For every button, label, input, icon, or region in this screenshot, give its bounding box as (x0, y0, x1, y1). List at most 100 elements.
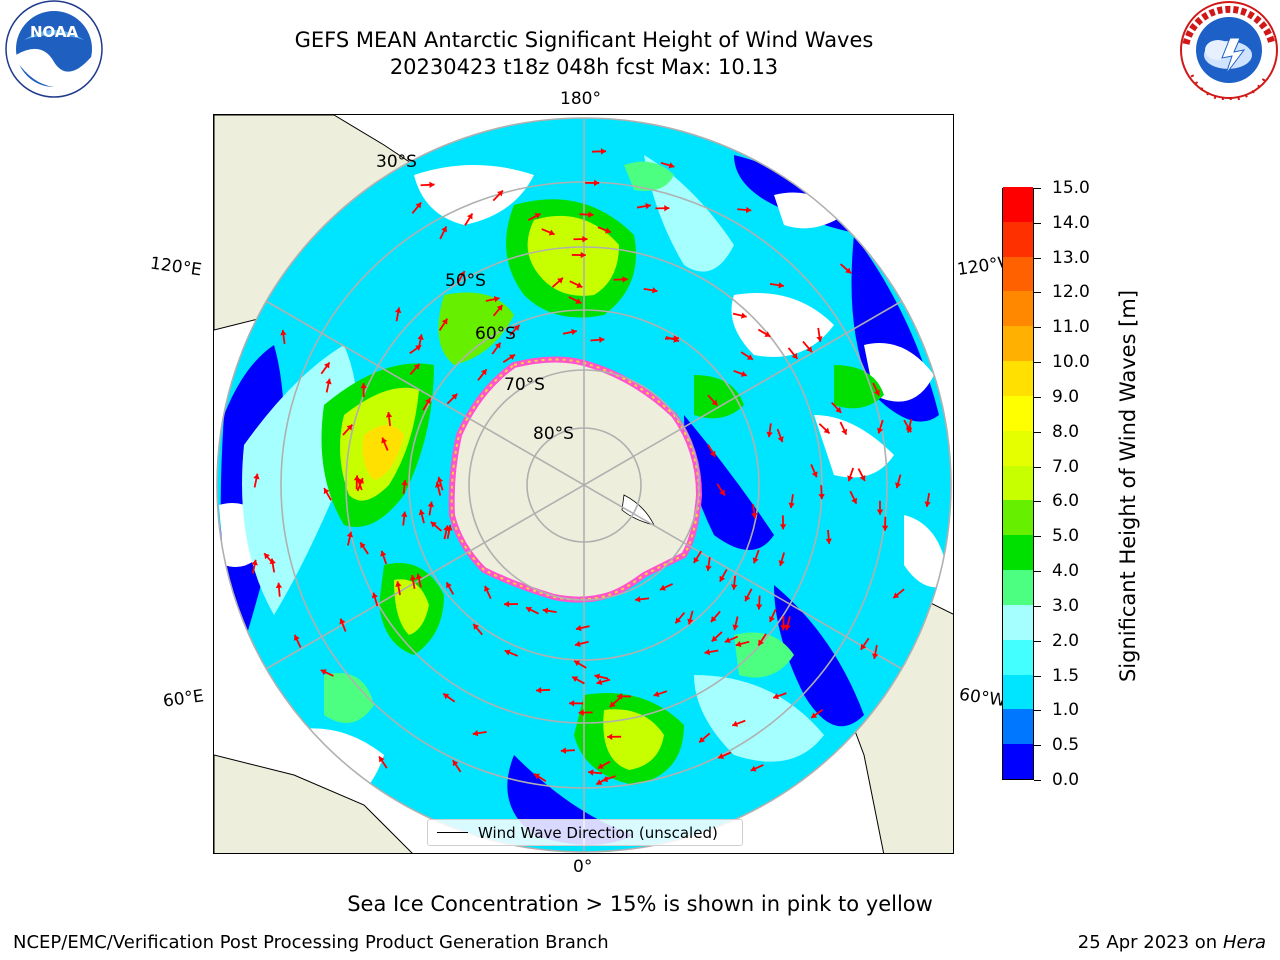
wave-direction-arrowhead (582, 235, 588, 243)
wave-direction-arrowhead (602, 776, 609, 783)
lon-label-60e: 60°E (161, 686, 206, 712)
colorbar-tick-label: 6.0 (1052, 491, 1080, 512)
lon-label-120e: 120°E (148, 253, 203, 281)
colorbar-segment (1003, 256, 1033, 292)
wave-direction-arrowhead (339, 618, 346, 625)
wave-direction-arrowhead (893, 592, 900, 599)
wave-direction-arrowhead (811, 471, 818, 478)
wave-direction-arrowhead (494, 342, 501, 349)
wave-direction-arrowhead (779, 524, 787, 530)
colorbar-segment (1003, 221, 1033, 257)
colorbar (1002, 186, 1034, 780)
wave-direction-arrowhead (413, 363, 420, 370)
wave-direction-arrowhead (497, 190, 503, 197)
wave-direction-arrowhead (576, 282, 583, 288)
wave-direction-arrowhead (264, 553, 270, 560)
wave-direction-arrowhead (427, 501, 435, 508)
wave-direction-arrowhead (323, 488, 330, 495)
wave-direction-arrowhead (526, 606, 532, 613)
colorbar-title: Significant Height of Wind Waves [m] (1116, 289, 1140, 683)
wave-direction-arrowhead (434, 481, 442, 488)
wave-direction-arrowhead (594, 179, 600, 187)
wave-direction-arrowhead (401, 511, 408, 518)
wave-direction-arrowhead (446, 582, 452, 589)
colorbar-segment (1003, 186, 1033, 222)
colorbar-tick-label: 8.0 (1052, 421, 1080, 442)
wave-direction-arrowhead (557, 277, 563, 284)
wave-direction-arrowhead (425, 398, 431, 405)
colorbar-segment (1003, 708, 1033, 745)
wave-direction-arrowhead (346, 424, 353, 431)
wave-direction-arrowhead (418, 509, 425, 516)
wave-direction-arrowhead (504, 649, 511, 656)
wave-direction-arrowhead (513, 324, 520, 331)
wave-direction-arrowhead (380, 550, 387, 557)
colorbar-segment (1003, 290, 1033, 327)
wave-direction-arrowhead (472, 730, 479, 737)
wave-direction-arrowhead (859, 475, 866, 482)
wave-direction-arrowhead (780, 625, 787, 631)
polar-map (213, 114, 954, 854)
colorbar-tick-label: 0.5 (1052, 735, 1080, 756)
colorbar-tick-label: 10.0 (1052, 352, 1090, 373)
wave-direction-arrowhead (588, 211, 594, 218)
wave-direction-arrowhead (574, 640, 581, 648)
noaa-logo: NOAA (2, 0, 106, 100)
colorbar-tick-label: 12.0 (1052, 282, 1090, 303)
wave-direction-arrowhead (571, 328, 577, 336)
wave-direction-arrowhead (575, 624, 582, 632)
wave-direction-arrowhead (719, 575, 726, 582)
wave-direction-arrowhead (509, 354, 516, 361)
colorbar-segment (1003, 465, 1033, 501)
legend-label: Wind Wave Direction (unscaled) (478, 824, 718, 842)
colorbar-segment (1003, 534, 1033, 571)
wave-direction-arrowhead (323, 362, 330, 369)
wave-direction-arrowhead (580, 251, 586, 259)
wave-direction-arrowhead (881, 525, 889, 531)
credit-branch: NCEP/EMC/Verification Post Processing Pr… (13, 932, 609, 953)
colorbar-tick-label: 3.0 (1052, 595, 1080, 616)
credit-date: 25 Apr 2023 on Hera (1078, 931, 1266, 955)
wave-direction-arrowhead (429, 181, 435, 189)
wave-direction-arrowhead (818, 493, 825, 500)
wave-direction-arrowhead (480, 369, 487, 376)
colorbar-tick-label: 1.0 (1052, 700, 1080, 721)
wave-direction-arrowhead (778, 282, 784, 289)
map-legend: Wind Wave Direction (unscaled) (427, 819, 743, 846)
wave-direction-arrowhead (668, 162, 675, 169)
wave-direction-arrowhead (395, 581, 402, 587)
wave-direction-arrowhead (293, 634, 300, 641)
wave-direction-arrowhead (599, 336, 605, 343)
lon-label-180: 180° (560, 89, 601, 109)
lat-label-60s: 60°S (475, 324, 516, 344)
wave-direction-arrowhead (357, 478, 364, 484)
colorbar-tick (1034, 292, 1041, 294)
wave-direction-arrowhead (710, 616, 717, 622)
colorbar-tick (1034, 536, 1041, 538)
wave-direction-arrowhead (764, 331, 771, 337)
wave-direction-arrows (251, 148, 931, 786)
wave-direction-arrowhead (732, 720, 739, 727)
colorbar-tick (1034, 640, 1041, 642)
wave-direction-arrowhead (699, 736, 706, 743)
wave-direction-arrowhead (746, 354, 753, 360)
wave-direction-arrowhead (905, 426, 912, 433)
wave-direction-arrowhead (596, 678, 603, 686)
colorbar-tick (1034, 362, 1041, 364)
wave-direction-arrowhead (504, 600, 510, 608)
wave-direction-arrowhead (275, 582, 283, 589)
wave-direction-arrowhead (451, 393, 458, 400)
wave-direction-arrowhead (835, 406, 842, 413)
wave-direction-arrowhead (493, 296, 500, 303)
wave-direction-arrowhead (415, 573, 423, 580)
sea-ice-footnote: Sea Ice Concentration > 15% is shown in … (347, 892, 933, 916)
wave-direction-arrowhead (750, 765, 757, 772)
wave-direction-arrowhead (560, 747, 567, 754)
wave-direction-arrowhead (719, 489, 725, 496)
wave-direction-arrowhead (876, 509, 884, 515)
wave-direction-arrowhead (443, 693, 450, 700)
wave-direction-arrowhead (360, 542, 366, 549)
wave-direction-arrowhead (542, 607, 549, 614)
wave-direction-arrowhead (847, 475, 854, 482)
wave-direction-arrowhead (705, 565, 712, 572)
